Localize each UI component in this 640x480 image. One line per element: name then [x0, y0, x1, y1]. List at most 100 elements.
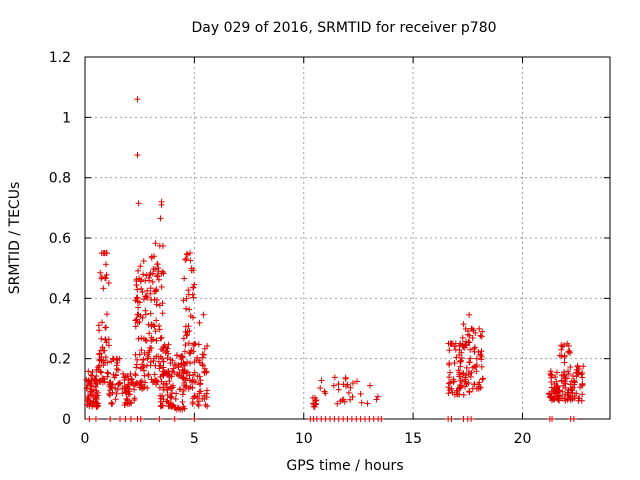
- data-point: [570, 372, 577, 379]
- data-point-zero: [156, 416, 163, 422]
- data-point-zero: [570, 416, 577, 422]
- data-point: [110, 371, 117, 378]
- data-point: [468, 325, 475, 332]
- data-point-zero: [127, 416, 134, 422]
- data-point: [87, 391, 94, 398]
- x-tick-label: 0: [81, 431, 90, 447]
- data-point: [112, 372, 119, 379]
- data-point: [469, 385, 476, 392]
- data-point: [150, 358, 157, 365]
- data-point: [183, 305, 190, 312]
- data-point: [176, 372, 183, 379]
- data-point: [321, 388, 328, 395]
- data-point: [190, 284, 197, 291]
- data-point: [199, 354, 206, 361]
- data-point: [181, 379, 188, 386]
- data-point: [113, 366, 120, 373]
- data-point-outlier: [187, 250, 193, 257]
- data-point: [459, 370, 466, 377]
- data-point: [459, 377, 466, 384]
- data-point: [480, 375, 487, 382]
- data-point: [159, 268, 166, 275]
- data-point: [169, 357, 176, 364]
- data-point: [125, 401, 132, 408]
- data-point: [103, 311, 110, 318]
- data-point: [157, 335, 164, 342]
- data-point: [151, 371, 158, 378]
- data-point: [159, 310, 166, 317]
- data-point: [98, 369, 105, 376]
- data-point: [466, 339, 473, 346]
- data-point: [185, 291, 192, 298]
- data-point: [160, 364, 167, 371]
- data-point: [168, 389, 175, 396]
- data-point: [479, 328, 486, 335]
- x-tick-label: 5: [190, 431, 199, 447]
- data-point: [451, 343, 458, 350]
- data-point: [555, 396, 562, 403]
- y-tick-label: 0.2: [49, 352, 71, 368]
- data-point: [143, 272, 150, 279]
- data-point: [138, 377, 145, 384]
- data-point: [451, 378, 458, 385]
- data-point: [181, 368, 188, 375]
- data-point: [84, 398, 91, 405]
- data-point: [559, 343, 566, 350]
- data-point: [180, 359, 187, 366]
- data-point: [580, 363, 587, 370]
- data-point-outlier: [157, 215, 164, 222]
- data-point: [149, 336, 156, 343]
- data-point: [106, 392, 113, 399]
- data-point: [135, 304, 142, 311]
- data-point: [136, 384, 143, 391]
- data-point: [88, 372, 95, 379]
- data-point: [574, 363, 581, 370]
- data-point: [334, 400, 341, 407]
- data-point: [180, 387, 187, 394]
- data-point: [115, 367, 122, 374]
- data-point: [199, 362, 206, 369]
- data-point: [85, 368, 92, 375]
- data-point: [105, 370, 112, 377]
- data-point: [151, 253, 158, 260]
- data-point: [466, 359, 473, 366]
- data-point: [462, 374, 469, 381]
- data-point: [367, 382, 374, 389]
- data-point: [189, 314, 196, 321]
- data-point: [167, 393, 174, 400]
- data-point: [171, 369, 178, 376]
- data-point: [349, 380, 356, 387]
- data-point: [156, 365, 163, 372]
- data-point: [458, 355, 465, 362]
- data-point: [478, 348, 485, 355]
- data-point: [115, 381, 122, 388]
- data-point: [561, 359, 568, 366]
- data-point: [154, 261, 161, 268]
- data-point: [183, 250, 190, 257]
- data-point: [120, 370, 127, 377]
- data-point: [452, 346, 459, 353]
- data-point: [190, 267, 197, 274]
- data-point: [456, 342, 463, 349]
- data-point: [148, 321, 155, 328]
- data-point: [548, 372, 555, 379]
- data-point: [124, 397, 131, 404]
- data-point: [93, 396, 100, 403]
- data-point: [187, 383, 194, 390]
- data-point: [96, 362, 103, 369]
- data-point: [155, 265, 162, 272]
- data-point: [141, 367, 148, 374]
- data-point: [110, 356, 117, 363]
- data-point: [201, 392, 208, 399]
- y-tick-label: 1: [62, 110, 71, 126]
- data-point: [553, 369, 560, 376]
- data-point: [152, 240, 159, 247]
- data-point: [132, 372, 139, 379]
- data-point: [139, 364, 146, 371]
- data-point: [455, 367, 462, 374]
- y-axis-label: SRMTID / TECUs: [7, 182, 23, 295]
- data-point: [141, 372, 148, 379]
- data-point: [445, 390, 452, 397]
- data-point: [99, 379, 106, 386]
- data-point: [138, 335, 145, 342]
